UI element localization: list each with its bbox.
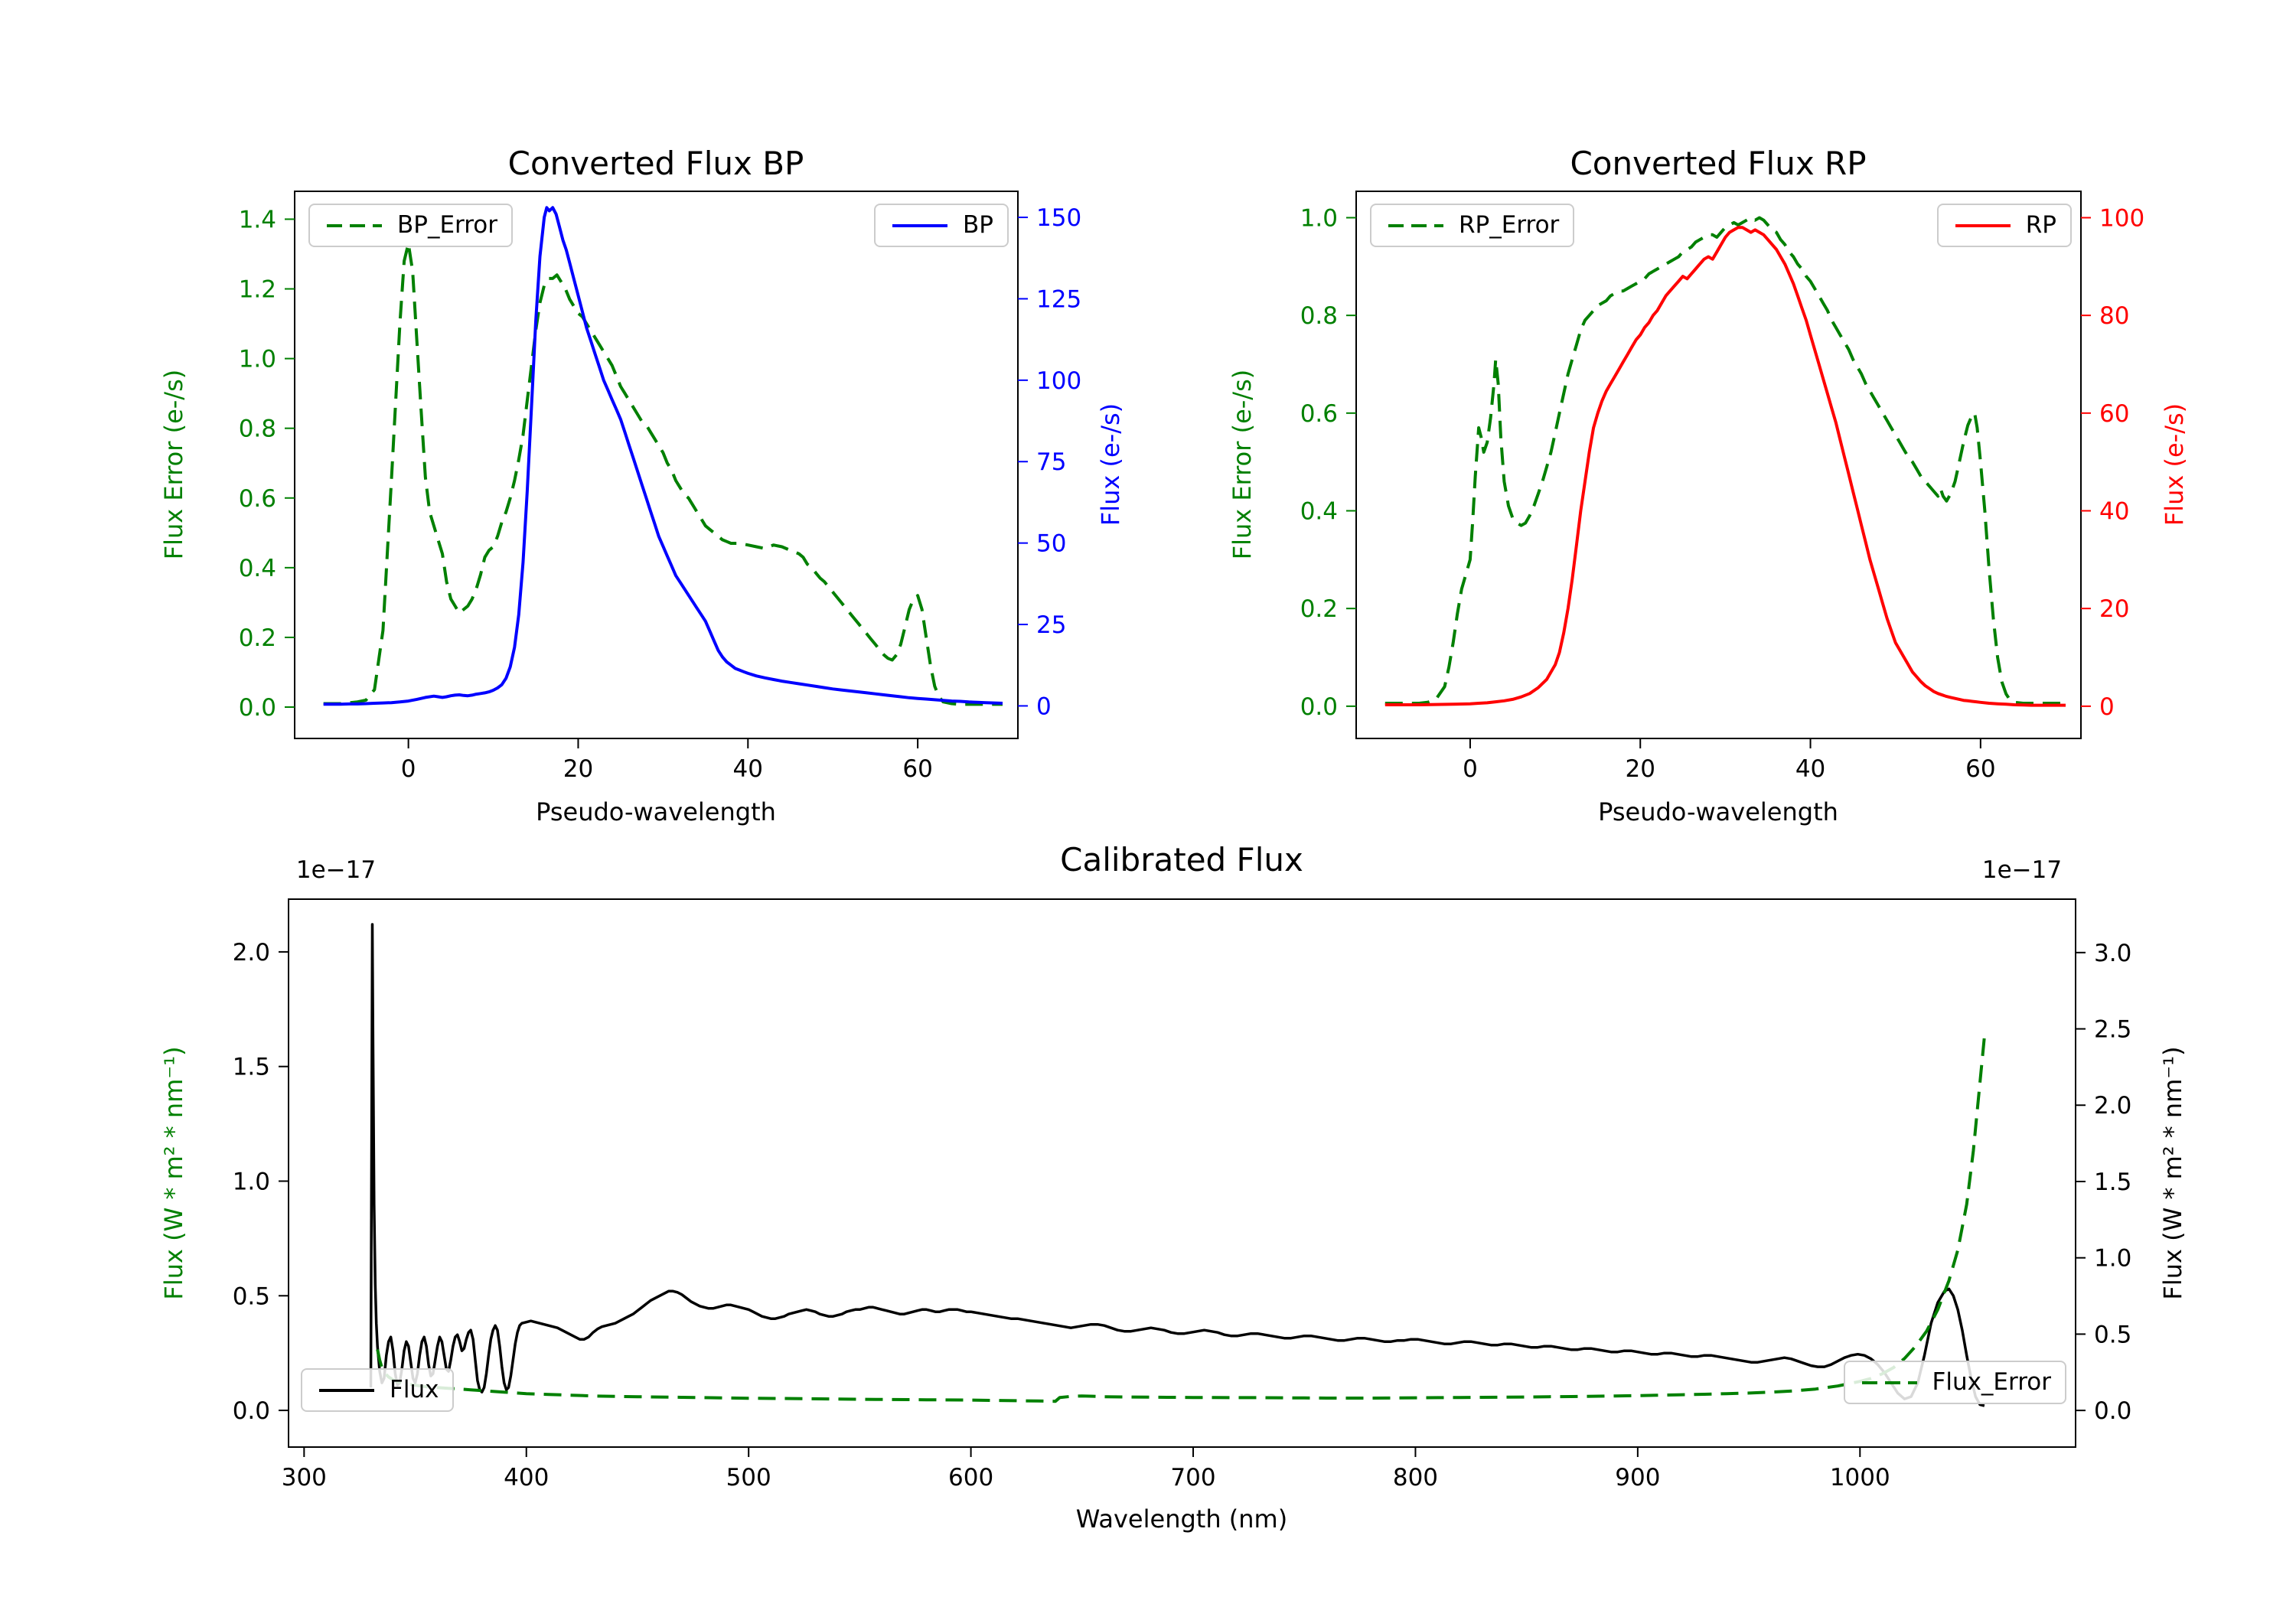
y-tick-label: 25	[1036, 611, 1066, 639]
x-tick-label: 300	[282, 1464, 327, 1491]
y-tick-label: 2.0	[2094, 1092, 2131, 1120]
y-tick-label: 0.4	[1300, 498, 1338, 526]
y-tick-label: 1.5	[233, 1054, 270, 1081]
y-tick-label: 80	[2099, 302, 2129, 330]
y-tick-label: 0	[2099, 693, 2115, 721]
legend-label-flux: Flux	[390, 1376, 439, 1403]
y-tick-label: 0.2	[239, 624, 276, 652]
y-tick-label: 0.8	[239, 416, 276, 443]
y-tick-label: 75	[1036, 448, 1066, 476]
y-tick-label: 2.5	[2094, 1016, 2131, 1044]
rp-xaxis-label: Pseudo-wavelength	[1598, 797, 1838, 826]
axes-spines-cal	[288, 898, 2076, 1448]
dashed-line-sample-icon	[327, 223, 382, 227]
x-tick-label: 600	[948, 1464, 993, 1491]
solid-line-sample-icon	[1955, 223, 2011, 227]
axes-spines-bp	[294, 191, 1019, 739]
x-tick-label: 800	[1393, 1464, 1438, 1491]
y-tick-label: 50	[1036, 530, 1066, 558]
bp-left-yaxis-label: Flux Error (e-/s)	[159, 370, 188, 560]
x-tick-label: 0	[401, 755, 416, 783]
dashed-line-sample-icon	[1861, 1380, 1917, 1384]
bp-xaxis-label: Pseudo-wavelength	[536, 797, 776, 826]
y-tick-label: 0.0	[1300, 693, 1338, 721]
y-tick-label: 1.5	[2094, 1169, 2131, 1196]
legend-label-bp-error: BP_Error	[397, 211, 498, 239]
legend-flux: Flux	[301, 1368, 455, 1413]
y-tick-label: 0.2	[1300, 595, 1338, 623]
y-tick-label: 60	[2099, 400, 2129, 428]
solid-line-sample-icon	[892, 223, 948, 227]
legend-bp: BP	[874, 204, 1009, 248]
x-tick-label: 0	[1463, 755, 1478, 783]
y-tick-label: 0.8	[1300, 302, 1338, 330]
cal-left-yaxis-label: Flux (W * m² * nm⁻¹)	[159, 1046, 188, 1299]
solid-line-sample-icon	[319, 1388, 374, 1392]
x-tick-label: 40	[1795, 755, 1825, 783]
bp-plot-title: Converted Flux BP	[508, 145, 804, 182]
x-tick-label: 1000	[1830, 1464, 1890, 1491]
x-tick-label: 500	[726, 1464, 771, 1491]
bp-right-yaxis-label: Flux (e-/s)	[1096, 403, 1125, 526]
y-tick-label: 0.0	[233, 1397, 270, 1425]
cal-plot-title: Calibrated Flux	[1060, 841, 1303, 878]
legend-label-bp: BP	[963, 211, 993, 239]
y-tick-label: 1.0	[2094, 1245, 2131, 1273]
y-tick-label: 3.0	[2094, 940, 2131, 967]
y-tick-label: 2.0	[233, 939, 270, 966]
y-tick-label: 1.0	[233, 1168, 270, 1195]
y-tick-label: 0.5	[233, 1283, 270, 1310]
legend-rp-error: RP_Error	[1370, 204, 1575, 248]
x-tick-label: 20	[563, 755, 593, 783]
y-tick-label: 100	[1036, 367, 1081, 395]
y-tick-label: 1.2	[239, 276, 276, 304]
legend-label-rp: RP	[2025, 211, 2056, 239]
x-tick-label: 40	[733, 755, 763, 783]
y-tick-label: 1.4	[239, 206, 276, 233]
y-tick-label: 0.5	[2094, 1321, 2131, 1348]
y-tick-label: 0.0	[2094, 1397, 2131, 1425]
legend-bp-error: BP_Error	[308, 204, 514, 248]
x-tick-label: 60	[1965, 755, 1995, 783]
x-tick-label: 60	[902, 755, 932, 783]
series-line-RP	[1384, 226, 2066, 707]
y-tick-label: 0	[1036, 693, 1052, 720]
axes-spines-rp	[1355, 191, 2082, 739]
y-tick-label: 0.6	[239, 485, 276, 513]
y-tick-label: 20	[2099, 595, 2129, 623]
dashed-line-sample-icon	[1388, 223, 1443, 227]
y-tick-label: 125	[1036, 285, 1081, 313]
series-line-Flux_Error	[376, 1036, 1986, 1403]
rp-plot-title: Converted Flux RP	[1570, 145, 1866, 182]
legend-label-flux-error: Flux_Error	[1932, 1368, 2052, 1396]
cal-left-axis-offset-label: 1e−17	[296, 856, 376, 884]
y-tick-label: 40	[2099, 498, 2129, 526]
y-tick-label: 100	[2099, 204, 2144, 232]
legend-rp: RP	[1936, 204, 2072, 248]
rp-left-yaxis-label: Flux Error (e-/s)	[1228, 370, 1257, 560]
x-tick-label: 400	[504, 1464, 549, 1491]
cal-right-yaxis-label: Flux (W * m² * nm⁻¹)	[2158, 1046, 2187, 1299]
x-tick-label: 700	[1170, 1464, 1215, 1491]
legend-flux-error: Flux_Error	[1843, 1361, 2066, 1405]
y-tick-label: 1.0	[1300, 204, 1338, 232]
series-line-RP_Error	[1384, 216, 2066, 705]
y-tick-label: 0.0	[239, 694, 276, 722]
legend-label-rp-error: RP_Error	[1459, 211, 1560, 239]
y-tick-label: 150	[1036, 204, 1081, 232]
y-tick-label: 1.0	[239, 346, 276, 373]
x-tick-label: 900	[1615, 1464, 1660, 1491]
series-line-BP	[323, 206, 1003, 706]
series-line-Flux	[369, 923, 1985, 1407]
y-tick-label: 0.4	[239, 555, 276, 582]
cal-right-axis-offset-label: 1e−17	[1982, 856, 2062, 884]
series-line-BP_Error	[323, 242, 1003, 706]
cal-xaxis-label: Wavelength (nm)	[1076, 1504, 1287, 1534]
x-tick-label: 20	[1626, 755, 1655, 783]
rp-right-yaxis-label: Flux (e-/s)	[2160, 403, 2189, 526]
y-tick-label: 0.6	[1300, 400, 1338, 428]
